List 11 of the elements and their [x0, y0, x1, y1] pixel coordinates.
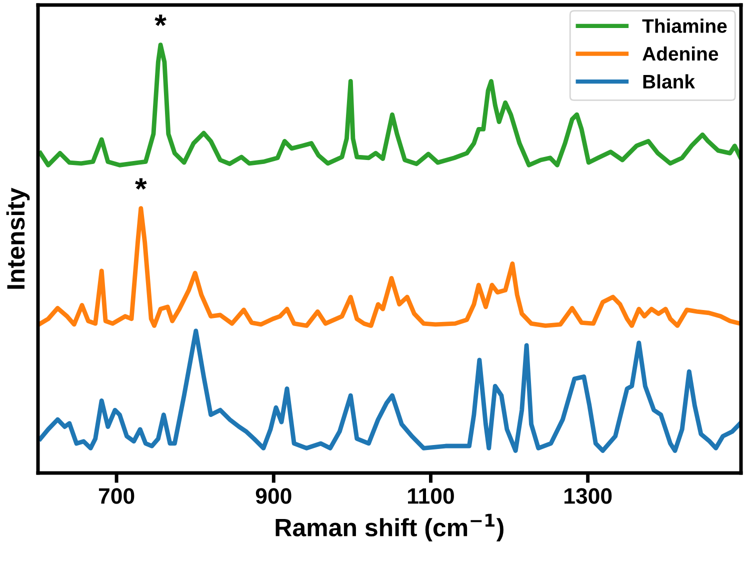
- x-tick-label: 700: [98, 488, 134, 504]
- x-axis-title: Raman shift (cm$^{−1}$): [276, 514, 504, 542]
- x-tick-label: 1100: [408, 488, 454, 504]
- annotation: *: [135, 178, 147, 190]
- annotation: *: [154, 14, 166, 26]
- legend-label: Adenine: [642, 46, 718, 61]
- x-tick-label: 900: [256, 488, 292, 504]
- legend-label: Thiamine: [642, 18, 727, 33]
- x-tick-label: 1300: [564, 488, 612, 504]
- legend-label: Blank: [643, 74, 696, 89]
- y-axis-title: Intensity: [6, 188, 30, 289]
